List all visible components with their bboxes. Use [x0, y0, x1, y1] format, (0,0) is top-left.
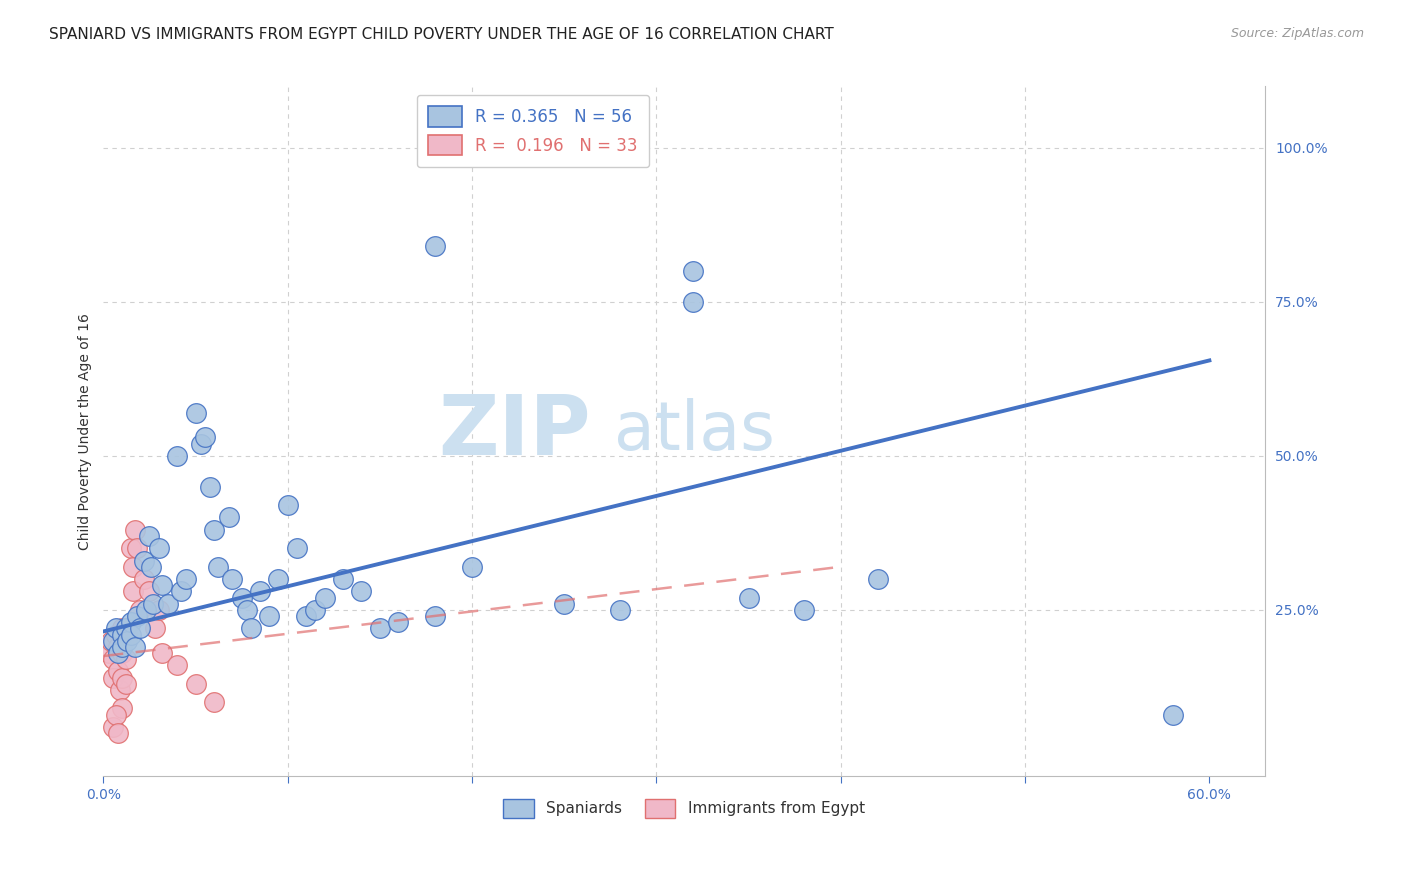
Point	[114, 652, 136, 666]
Point	[200, 480, 222, 494]
Point	[350, 584, 373, 599]
Point	[249, 584, 271, 599]
Point	[124, 523, 146, 537]
Point	[125, 541, 148, 556]
Point	[259, 609, 281, 624]
Point	[129, 621, 152, 635]
Point	[105, 621, 128, 635]
Point	[553, 597, 575, 611]
Point	[111, 640, 134, 654]
Point	[97, 646, 120, 660]
Text: SPANIARD VS IMMIGRANTS FROM EGYPT CHILD POVERTY UNDER THE AGE OF 16 CORRELATION : SPANIARD VS IMMIGRANTS FROM EGYPT CHILD …	[49, 27, 834, 42]
Point	[108, 682, 131, 697]
Point	[166, 449, 188, 463]
Point	[100, 633, 122, 648]
Point	[295, 609, 318, 624]
Point	[368, 621, 391, 635]
Point	[101, 720, 124, 734]
Point	[148, 541, 170, 556]
Point	[202, 523, 225, 537]
Point	[120, 615, 142, 630]
Point	[221, 572, 243, 586]
Point	[111, 646, 134, 660]
Point	[150, 578, 173, 592]
Point	[143, 621, 166, 635]
Point	[107, 640, 129, 654]
Point	[793, 603, 815, 617]
Point	[304, 603, 326, 617]
Point	[105, 707, 128, 722]
Point	[107, 646, 129, 660]
Point	[124, 640, 146, 654]
Point	[1161, 707, 1184, 722]
Point	[184, 406, 207, 420]
Point	[285, 541, 308, 556]
Point	[332, 572, 354, 586]
Point	[682, 264, 704, 278]
Point	[231, 591, 253, 605]
Point	[150, 646, 173, 660]
Y-axis label: Child Poverty Under the Age of 16: Child Poverty Under the Age of 16	[79, 313, 93, 549]
Point	[101, 633, 124, 648]
Text: Source: ZipAtlas.com: Source: ZipAtlas.com	[1230, 27, 1364, 40]
Point	[132, 572, 155, 586]
Text: atlas: atlas	[614, 398, 775, 464]
Point	[166, 658, 188, 673]
Point	[737, 591, 759, 605]
Point	[138, 584, 160, 599]
Point	[236, 603, 259, 617]
Point	[122, 584, 145, 599]
Point	[277, 498, 299, 512]
Point	[425, 609, 447, 624]
Point	[111, 621, 134, 635]
Point	[111, 671, 134, 685]
Point	[184, 677, 207, 691]
Point	[111, 701, 134, 715]
Point	[101, 671, 124, 685]
Point	[218, 510, 240, 524]
Point	[135, 603, 157, 617]
Point	[267, 572, 290, 586]
Point	[314, 591, 336, 605]
Point	[202, 695, 225, 709]
Point	[425, 239, 447, 253]
Point	[176, 572, 198, 586]
Point	[461, 559, 484, 574]
Point	[142, 597, 165, 611]
Point	[609, 603, 631, 617]
Point	[105, 627, 128, 641]
Point	[132, 553, 155, 567]
Point	[112, 633, 135, 648]
Point	[138, 529, 160, 543]
Point	[107, 726, 129, 740]
Point	[120, 541, 142, 556]
Point	[148, 603, 170, 617]
Point	[207, 559, 229, 574]
Point	[101, 652, 124, 666]
Point	[120, 627, 142, 641]
Point	[125, 609, 148, 624]
Point	[114, 677, 136, 691]
Point	[107, 665, 129, 679]
Point	[170, 584, 193, 599]
Point	[194, 430, 217, 444]
Point	[129, 603, 152, 617]
Point	[239, 621, 262, 635]
Point	[114, 621, 136, 635]
Point	[117, 633, 139, 648]
Point	[156, 597, 179, 611]
Point	[682, 294, 704, 309]
Legend: Spaniards, Immigrants from Egypt: Spaniards, Immigrants from Egypt	[498, 793, 870, 823]
Point	[190, 436, 212, 450]
Point	[111, 627, 134, 641]
Text: ZIP: ZIP	[439, 391, 591, 472]
Point	[866, 572, 889, 586]
Point	[122, 559, 145, 574]
Point	[117, 627, 139, 641]
Point	[141, 559, 163, 574]
Point	[387, 615, 409, 630]
